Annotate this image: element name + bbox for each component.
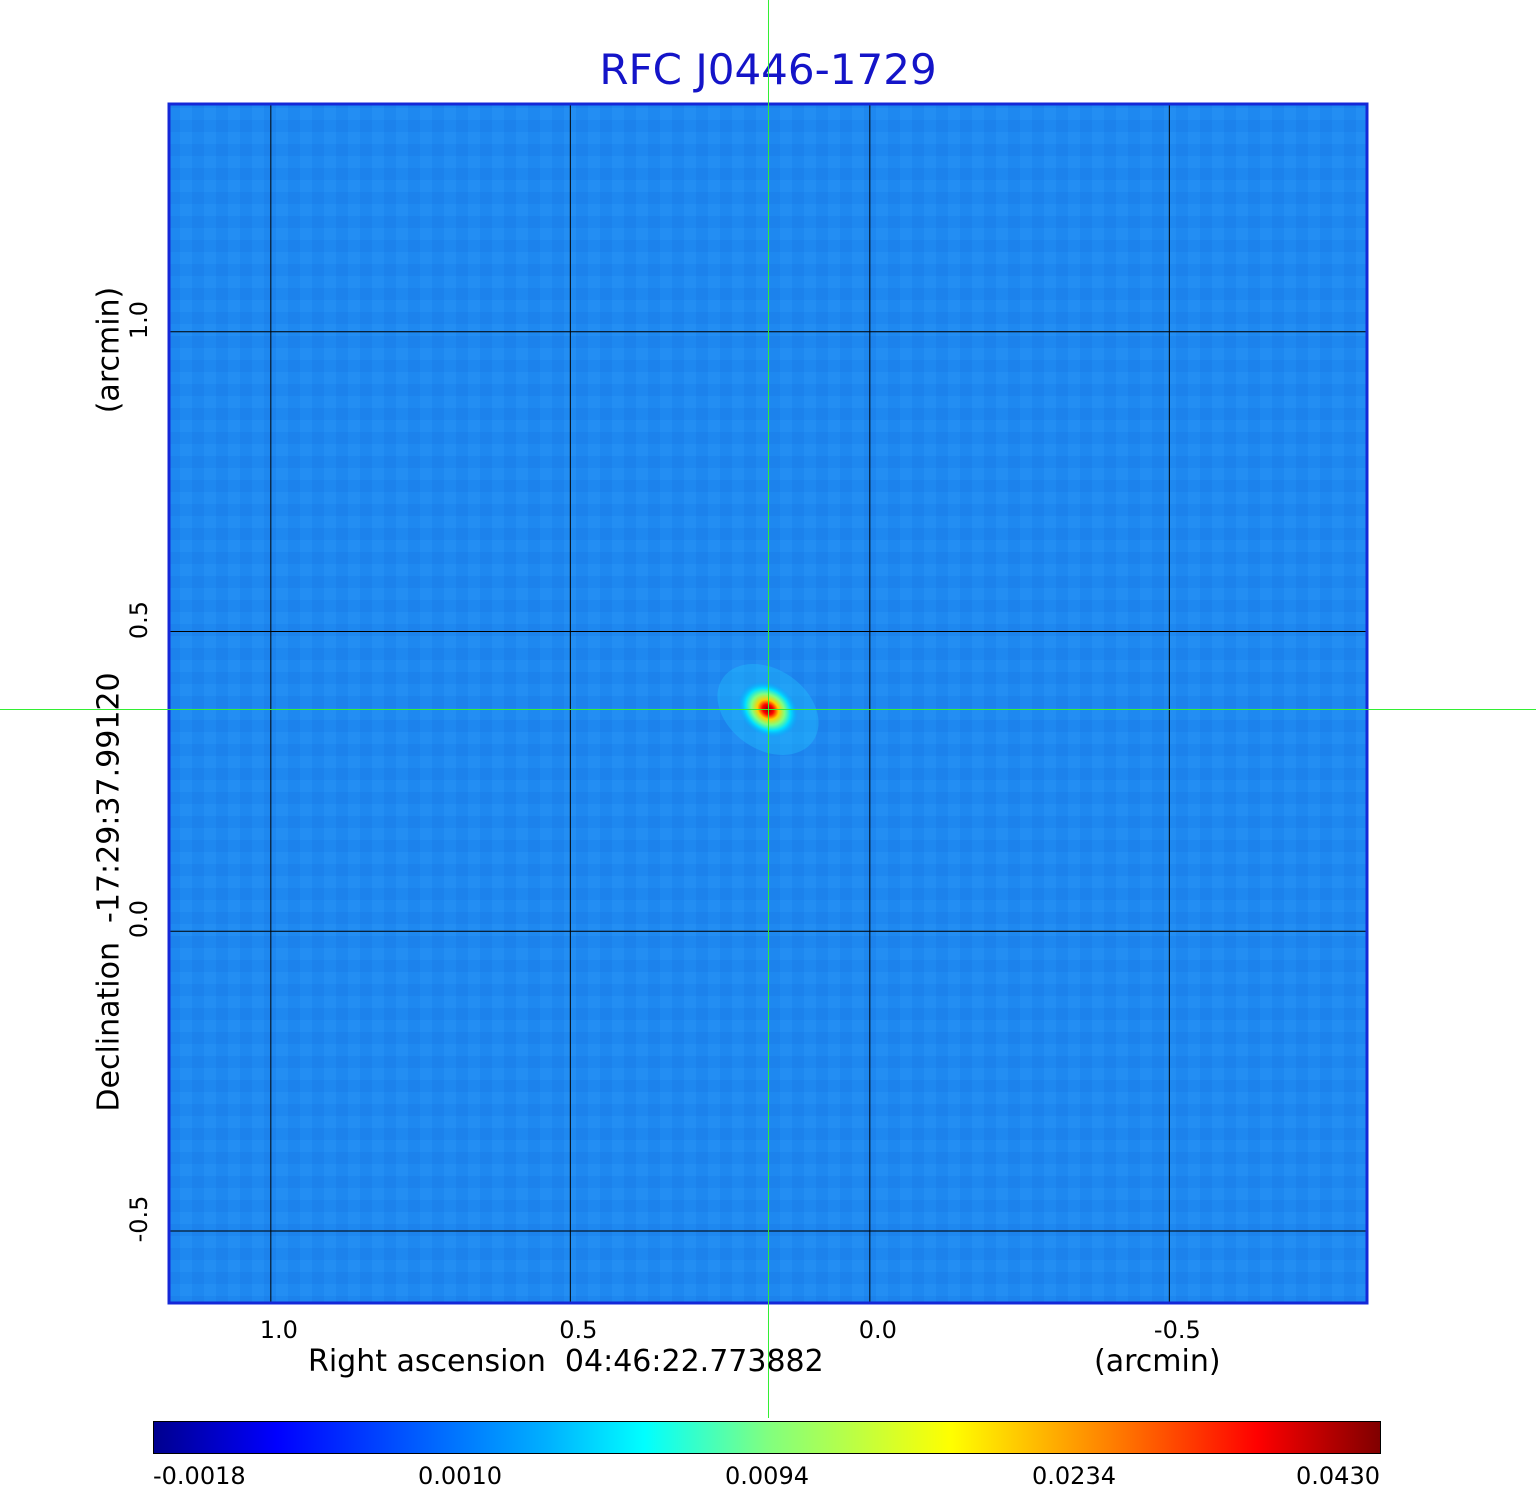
y-tick-label: 0.0 — [125, 900, 153, 939]
y-axis-unit: (arcmin) — [91, 286, 127, 414]
x-tick-label: -0.5 — [1153, 1316, 1201, 1344]
x-tick-label: 0.0 — [858, 1316, 897, 1344]
x-axis-label: Right ascension 04:46:22.773882 — [308, 1344, 824, 1379]
colorbar — [153, 1421, 1381, 1454]
y-tick-label: -0.5 — [125, 1195, 153, 1243]
crosshair-horizontal — [0, 709, 1536, 710]
colorbar-tick-label: -0.0018 — [153, 1462, 246, 1490]
colorbar-tick-label: 0.0234 — [1032, 1462, 1116, 1490]
colorbar-tick-label: 0.0430 — [1296, 1462, 1380, 1490]
x-tick-label: 1.0 — [259, 1316, 298, 1344]
x-tick-label: 0.5 — [559, 1316, 598, 1344]
x-axis-unit: (arcmin) — [1094, 1344, 1221, 1379]
y-tick-label: 0.5 — [125, 600, 153, 639]
y-tick-label: 1.0 — [125, 300, 153, 339]
colorbar-tick-label: 0.0094 — [725, 1462, 809, 1490]
y-axis-label: Declination -17:29:37.99120 — [91, 672, 127, 1112]
colorbar-tick-label: 0.0010 — [418, 1462, 502, 1490]
